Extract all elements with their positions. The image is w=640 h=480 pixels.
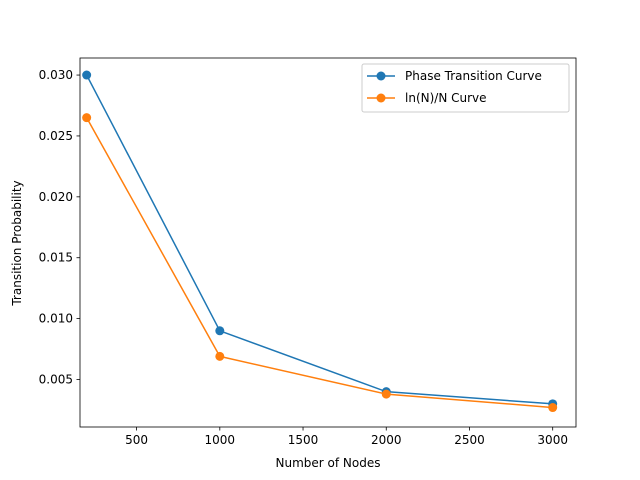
legend-marker-ln-n-over-n <box>376 93 386 103</box>
y-tick-label: 0.010 <box>39 312 73 326</box>
series-line-1 <box>85 116 554 409</box>
x-tick-label: 2000 <box>371 433 402 447</box>
y-tick-label: 0.030 <box>39 68 73 82</box>
plot-area-frame <box>79 57 577 428</box>
legend-box <box>361 63 570 113</box>
plot-area-background <box>80 58 576 427</box>
series-line-0 <box>85 74 554 405</box>
x-tick-label: 1500 <box>288 433 319 447</box>
series-0-point <box>215 326 225 336</box>
y-tick-label: 0.015 <box>39 251 73 265</box>
x-tick-label: 3000 <box>537 433 568 447</box>
y-tick-label: 0.005 <box>39 373 73 387</box>
y-tick-label: 0.020 <box>39 190 73 204</box>
series-0-point <box>82 70 92 80</box>
legend: Phase Transition Curve ln(N)/N Curve <box>361 63 570 113</box>
y-axis-label: Transition Probability <box>10 180 24 306</box>
legend-label-phase-transition: Phase Transition Curve <box>405 69 542 83</box>
x-tick-label: 1000 <box>205 433 236 447</box>
legend-marker-phase-transition <box>376 71 386 81</box>
series-1-point <box>215 351 225 361</box>
y-tick-label: 0.025 <box>39 129 73 143</box>
x-axis-ticks: 500 1000 1500 2000 2500 3000 <box>125 427 568 447</box>
x-tick-label: 2500 <box>454 433 485 447</box>
x-tick-label: 500 <box>125 433 148 447</box>
legend-label-ln-n-over-n: ln(N)/N Curve <box>405 91 487 105</box>
series-layer <box>82 70 558 413</box>
y-axis-ticks: 0.005 0.010 0.015 0.020 0.025 0.030 <box>39 68 80 387</box>
series-1-point <box>381 389 391 399</box>
series-1-point <box>82 113 92 123</box>
x-axis-label: Number of Nodes <box>276 456 381 470</box>
series-1-point <box>548 403 558 413</box>
